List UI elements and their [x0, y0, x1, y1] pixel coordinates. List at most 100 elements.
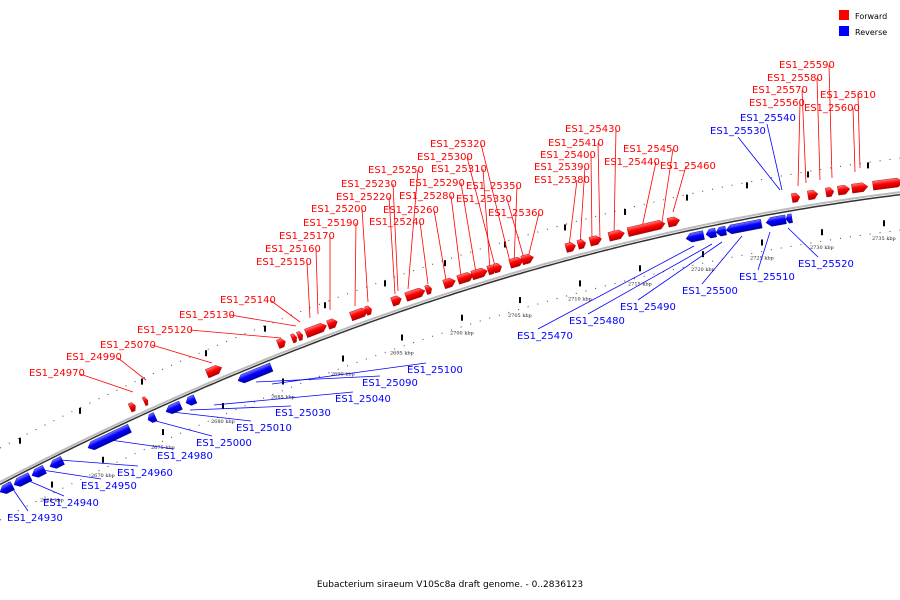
forward-gene-label: ES1_25200: [311, 204, 367, 215]
forward-gene: [290, 333, 297, 344]
reverse-gene-arrow: [705, 227, 717, 239]
reverse-gene-arrow: [185, 394, 198, 406]
forward-gene: [204, 365, 222, 379]
forward-gene-arrow: [872, 177, 900, 191]
reverse-gene-arrow: [715, 225, 727, 237]
forward-gene: [349, 307, 369, 322]
forward-gene-label: ES1_25280: [399, 191, 455, 202]
reverse-gene: [765, 214, 787, 227]
forward-gene: [825, 187, 835, 198]
forward-gene-label: ES1_25600: [804, 103, 860, 114]
forward-gene-arrow: [404, 287, 426, 302]
reverse-leader-line: [151, 419, 213, 437]
reverse-leader-line: [59, 459, 139, 467]
forward-gene-label: ES1_25260: [383, 205, 439, 216]
forward-gene: [626, 220, 666, 237]
reverse-gene-arrow: [147, 412, 158, 423]
reverse-gene-arrow: [165, 400, 183, 415]
ruler-tick-label: 2720 kbp: [691, 267, 715, 273]
forward-gene-arrow: [304, 323, 327, 338]
forward-gene: [326, 318, 338, 330]
forward-leader-line: [117, 357, 147, 381]
forward-leader-line: [672, 165, 687, 213]
forward-gene-label: ES1_25240: [369, 217, 425, 228]
forward-leader-line: [354, 222, 357, 307]
forward-gene-arrow: [349, 307, 369, 322]
forward-gene-label: ES1_25310: [431, 164, 487, 175]
forward-leader-line: [433, 209, 447, 281]
reverse-leader-line: [109, 439, 175, 450]
gene-features: [0, 177, 900, 494]
reverse-gene: [31, 465, 47, 478]
reverse-gene: [705, 227, 717, 239]
reverse-gene: [237, 362, 274, 384]
forward-leader-line: [568, 179, 578, 247]
reverse-gene-label: ES1_25100: [407, 365, 463, 376]
reverse-gene: [725, 218, 763, 235]
forward-leader-line: [579, 166, 586, 245]
reverse-leader-line: [757, 231, 771, 271]
ruler-tick-label: 2700 kbp: [450, 331, 474, 337]
forward-gene: [141, 396, 149, 407]
forward-gene-arrow: [807, 189, 819, 201]
forward-gene: [508, 256, 524, 269]
forward-leader-line: [189, 329, 282, 339]
backbone-line: [0, 191, 900, 483]
reverse-gene-label: ES1_25030: [275, 408, 331, 419]
forward-leader-line: [801, 89, 807, 184]
forward-gene-label: ES1_25130: [179, 310, 235, 321]
ruler-tick-label: 2710 kbp: [568, 296, 592, 302]
forward-gene-label: ES1_25400: [540, 150, 596, 161]
forward-gene-label: ES1_25330: [456, 194, 512, 205]
forward-leader-line: [506, 198, 526, 263]
forward-gene: [564, 242, 576, 253]
forward-gene: [872, 177, 900, 191]
reverse-gene: [147, 412, 158, 423]
forward-leader-line: [229, 314, 297, 327]
reverse-leader-line: [637, 241, 723, 301]
forward-gene-label: ES1_25360: [488, 208, 544, 219]
forward-leader-line: [828, 64, 833, 179]
reverse-gene-arrow: [31, 465, 47, 478]
reverse-gene-arrow: [765, 214, 787, 227]
forward-gene: [492, 262, 502, 274]
forward-gene-arrow: [626, 220, 666, 237]
reverse-gene-arrow: [0, 481, 15, 494]
forward-gene-arrow: [791, 192, 801, 203]
forward-gene: [304, 323, 327, 338]
forward-gene: [390, 295, 402, 307]
forward-gene-label: ES1_25380: [534, 175, 590, 186]
forward-gene-label: ES1_25390: [534, 162, 590, 173]
ruler-tick-label: 2675 kbp: [151, 445, 175, 451]
forward-gene-label: ES1_25610: [820, 90, 876, 101]
ruler-tick-label: 2705 kbp: [508, 313, 532, 319]
forward-gene: [404, 287, 426, 302]
forward-gene: [276, 338, 286, 349]
forward-gene-label: ES1_25450: [623, 144, 679, 155]
reverse-gene-label: ES1_25510: [739, 272, 795, 283]
reverse-gene: [715, 225, 727, 237]
forward-gene-label: ES1_24990: [66, 352, 122, 363]
reverse-gene-label: ES1_25010: [236, 423, 292, 434]
reverse-gene: [49, 456, 65, 469]
reverse-leader-line: [271, 362, 427, 385]
forward-leader-line: [613, 128, 617, 237]
label-leader-lines: [7, 64, 861, 512]
forward-leader-line: [151, 344, 213, 364]
forward-gene-arrow: [456, 272, 474, 285]
forward-leader-line: [640, 161, 657, 233]
forward-gene-label: ES1_25230: [341, 179, 397, 190]
forward-gene: [851, 182, 869, 194]
forward-gene-label: ES1_25250: [368, 165, 424, 176]
ruler-tick-label: 2680 kbp: [211, 419, 235, 425]
forward-gene-arrow: [508, 256, 524, 269]
forward-leader-line: [460, 182, 477, 274]
forward-gene-arrow: [588, 235, 602, 247]
reverse-gene-label: ES1_24980: [157, 451, 213, 462]
reverse-gene-label: ES1_25520: [798, 259, 854, 270]
forward-gene-arrow: [326, 318, 338, 330]
forward-gene-arrow: [666, 216, 680, 228]
forward-gene-label: ES1_25440: [604, 157, 660, 168]
reverse-gene: [87, 423, 132, 451]
